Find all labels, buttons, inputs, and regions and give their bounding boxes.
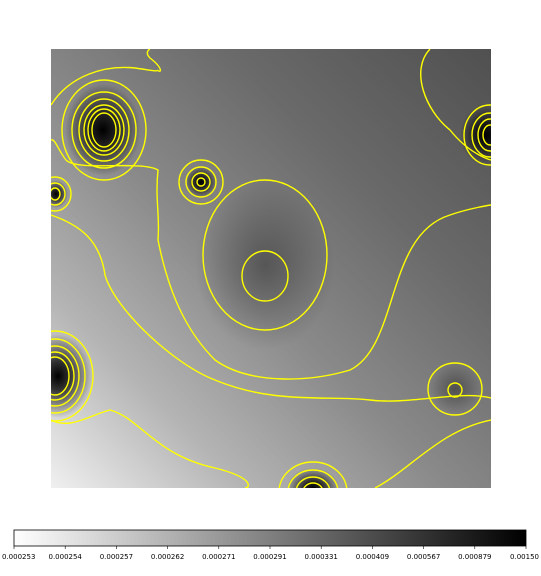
contour-line (241, 250, 289, 302)
contour-lines (51, 49, 491, 488)
colorbar-tick-label: 0.000262 (151, 553, 184, 561)
contour-line (91, 112, 117, 148)
contour-line (51, 351, 75, 401)
contour-line (420, 49, 491, 161)
contour-line (295, 476, 331, 488)
contour-line (87, 108, 121, 152)
colorbar-tick-label: 0.000567 (407, 553, 440, 561)
contour-line (61, 79, 147, 181)
contour-line (51, 187, 61, 201)
contour-line (374, 419, 491, 488)
contour-line (83, 104, 125, 156)
contour-line (51, 214, 491, 402)
colorbar-gradient (13, 529, 527, 547)
heatmap-plot (51, 49, 491, 488)
contour-line (51, 49, 162, 106)
colorbar-tick-label: 0.000879 (458, 553, 491, 561)
contour-line (51, 176, 72, 212)
colorbar-tick-label: 0.000271 (202, 553, 235, 561)
contour-line (191, 172, 211, 192)
colorbar: 0.000253 0.000254 0.000257 0.000262 0.000271… (2, 529, 539, 561)
contour-line (185, 166, 217, 198)
contour-line (51, 338, 86, 414)
colorbar-tick-label: 0.000291 (253, 553, 286, 561)
contour-line (427, 362, 483, 416)
contour-line (278, 461, 348, 488)
contour-line (51, 330, 94, 422)
contour-line (303, 482, 323, 488)
colorbar-tick-label: 0.00150 (510, 553, 539, 561)
contour-line (51, 182, 66, 206)
contour-line (51, 139, 491, 380)
contour-line (196, 177, 206, 187)
contour-line (287, 469, 339, 488)
colorbar-tick-label: 0.000254 (48, 553, 82, 561)
intensity-peak (430, 364, 480, 414)
colorbar-tick-label: 0.000409 (356, 553, 389, 561)
contour-line (78, 98, 130, 162)
intensity-peak (185, 166, 217, 198)
contour-line (471, 112, 491, 158)
contour-line (202, 179, 328, 331)
colorbar-ticks: 0.000253 0.000254 0.000257 0.000262 0.000271… (2, 546, 539, 561)
intensity-peak (287, 468, 339, 488)
colorbar-tick-label: 0.000257 (100, 553, 133, 561)
contour-line (51, 409, 249, 488)
contour-line (447, 382, 463, 398)
colorbar-tick-label: 0.000253 (2, 553, 35, 561)
contour-line (51, 356, 70, 396)
intensity-peak (195, 180, 335, 350)
colorbar-tick-label: 0.000331 (304, 553, 337, 561)
contour-line (71, 91, 137, 169)
contour-line (477, 118, 491, 152)
intensity-peak (51, 334, 92, 418)
contour-line (463, 104, 491, 166)
contour-line (51, 345, 80, 407)
intensity-peak (65, 84, 141, 176)
contour-line (178, 159, 224, 205)
contour-line (482, 124, 491, 146)
